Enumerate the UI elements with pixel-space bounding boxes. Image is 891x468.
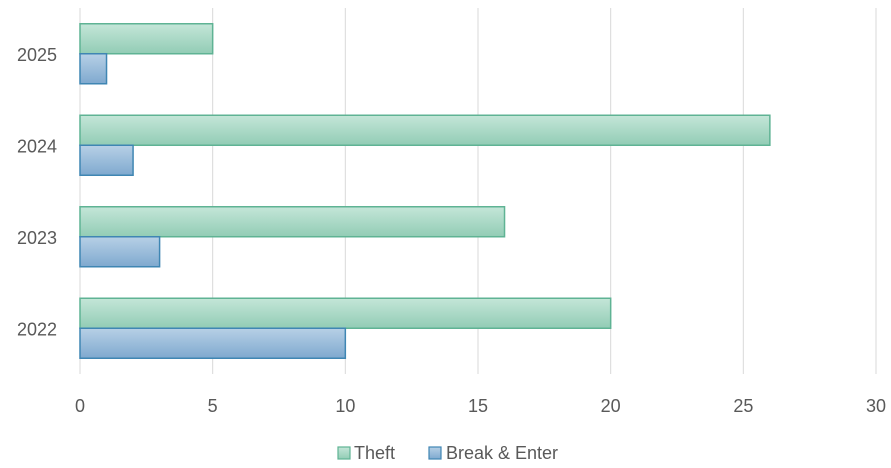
bar-theft-2022 (79, 297, 612, 329)
x-axis: 0 5 10 15 20 25 30 (75, 396, 886, 416)
x-tick-label: 0 (75, 396, 85, 416)
y-tick-label: 2022 (17, 319, 57, 339)
x-tick-label: 25 (733, 396, 753, 416)
legend: Theft Break & Enter (337, 443, 558, 463)
bar-break-enter-2022 (79, 327, 347, 359)
legend-label-break-enter: Break & Enter (446, 443, 558, 463)
y-tick-label: 2025 (17, 45, 57, 65)
bar-break-enter-2025 (79, 53, 108, 85)
bar-theft-2025 (79, 23, 214, 55)
x-tick-label: 10 (335, 396, 355, 416)
y-axis: 2022 2023 2024 2025 (17, 45, 57, 340)
y-tick-label: 2023 (17, 228, 57, 248)
x-tick-label: 5 (208, 396, 218, 416)
gridlines (79, 8, 877, 374)
x-tick-label: 20 (601, 396, 621, 416)
y-tick-label: 2024 (17, 136, 57, 156)
legend-swatch-break-enter (428, 446, 442, 460)
bar-theft-2024 (79, 114, 771, 146)
legend-swatch-theft (337, 446, 351, 460)
x-tick-label: 15 (468, 396, 488, 416)
bar-theft-2023 (79, 206, 506, 238)
legend-label-theft: Theft (354, 443, 395, 463)
bar-break-enter-2024 (79, 144, 134, 176)
bar-break-enter-2023 (79, 236, 161, 268)
x-tick-label: 30 (866, 396, 886, 416)
bars (79, 23, 771, 359)
